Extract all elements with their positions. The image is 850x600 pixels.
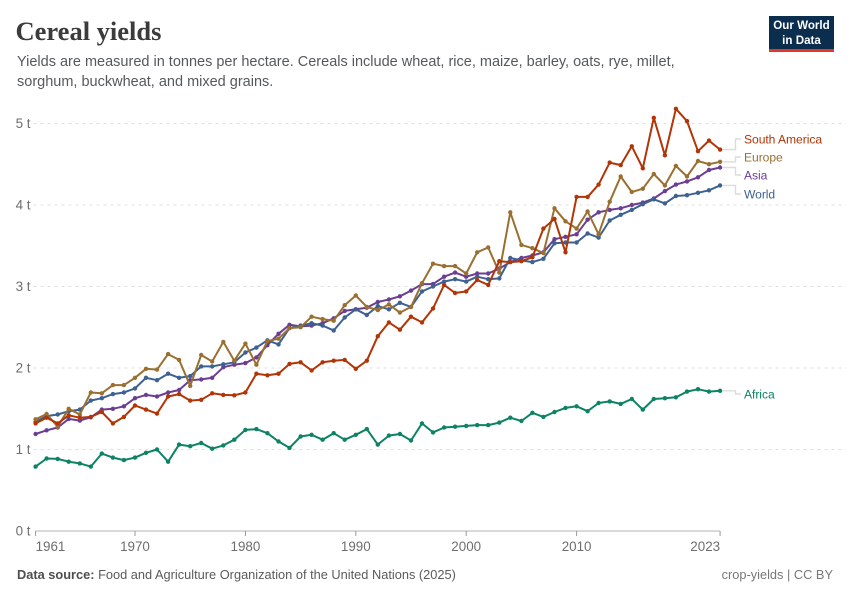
svg-text:1980: 1980 (231, 539, 261, 554)
svg-text:2010: 2010 (562, 539, 592, 554)
svg-text:2000: 2000 (451, 539, 481, 554)
svg-text:4 t: 4 t (16, 198, 31, 213)
svg-text:1990: 1990 (341, 539, 371, 554)
svg-text:1970: 1970 (120, 539, 150, 554)
svg-text:World: World (744, 188, 775, 202)
svg-text:Asia: Asia (744, 169, 768, 183)
svg-text:2 t: 2 t (16, 361, 31, 376)
svg-text:1 t: 1 t (16, 442, 31, 457)
svg-text:5 t: 5 t (16, 116, 31, 131)
svg-text:2023: 2023 (690, 539, 720, 554)
svg-text:0 t: 0 t (16, 524, 31, 539)
svg-text:1961: 1961 (36, 539, 66, 554)
svg-text:South America: South America (744, 133, 822, 147)
svg-text:3 t: 3 t (16, 279, 31, 294)
svg-text:Europe: Europe (744, 151, 783, 165)
svg-text:Africa: Africa (744, 388, 775, 402)
